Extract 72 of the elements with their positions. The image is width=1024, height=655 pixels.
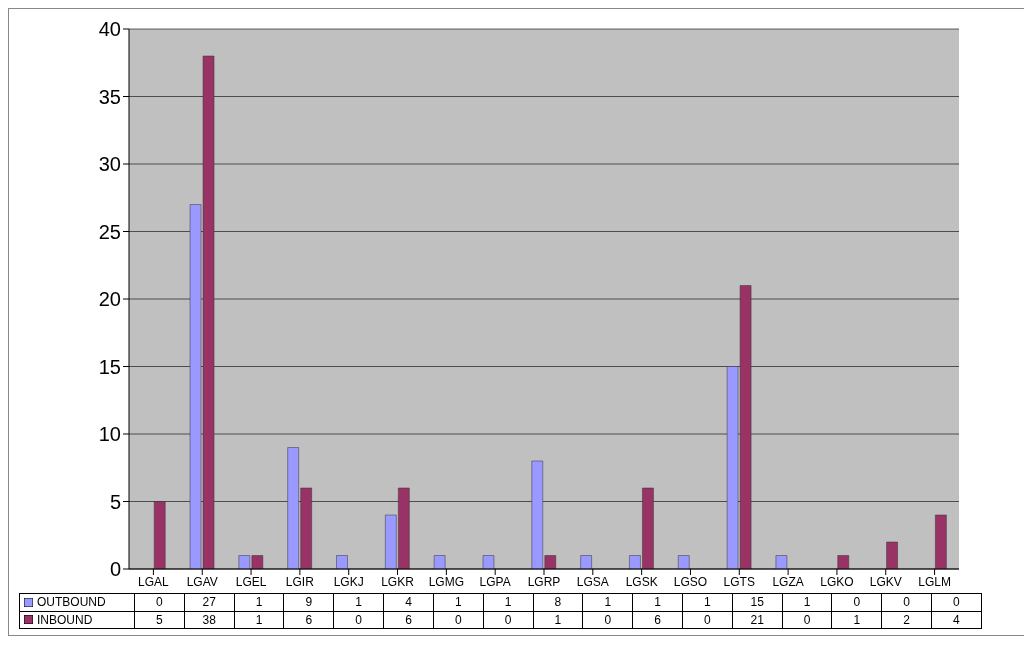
- data-label: 0: [433, 611, 484, 629]
- bar: [482, 555, 495, 569]
- x-tick-label: LGKO: [820, 574, 854, 589]
- x-tick-label: LGEL: [235, 574, 267, 589]
- data-label: 6: [383, 611, 434, 629]
- bar: [580, 555, 592, 569]
- bar: [153, 501, 166, 569]
- y-tick-label: 30: [98, 153, 121, 176]
- y-tick-label: 5: [109, 490, 121, 513]
- data-label: 1: [682, 593, 733, 611]
- y-tick-label: 40: [98, 18, 121, 41]
- bar: [678, 555, 690, 569]
- x-tick-label: LGAV: [186, 574, 218, 589]
- legend-label: OUTBOUND: [37, 595, 106, 609]
- data-label: 15: [732, 593, 783, 611]
- data-label: 0: [881, 593, 932, 611]
- data-label: 0: [134, 593, 185, 611]
- x-tick-label: LGKV: [869, 574, 902, 589]
- data-label: 0: [931, 593, 982, 611]
- data-label: 0: [682, 611, 733, 629]
- x-tick-label: LGAL: [138, 574, 170, 589]
- data-label: 0: [831, 593, 882, 611]
- y-tick-label: 15: [98, 355, 121, 378]
- bar: [433, 555, 446, 569]
- data-label: 0: [333, 611, 384, 629]
- data-label: 38: [184, 611, 235, 629]
- x-tick-label: LGSK: [625, 574, 658, 589]
- x-tick-label: LGZA: [772, 574, 804, 589]
- data-label: 21: [732, 611, 783, 629]
- data-label: 6: [632, 611, 683, 629]
- x-tick-label: LGSO: [673, 574, 708, 589]
- bar: [775, 555, 788, 569]
- data-label: 1: [234, 611, 284, 629]
- x-tick-label: LGLM: [918, 574, 951, 589]
- data-label: 1: [483, 593, 533, 611]
- data-label: 5: [134, 611, 185, 629]
- data-label: 6: [283, 611, 334, 629]
- data-label: 8: [533, 593, 583, 611]
- bar: [935, 514, 947, 569]
- data-label: 1: [234, 593, 284, 611]
- y-tick-label: 0: [109, 558, 121, 581]
- x-tick-label: LGTS: [723, 574, 755, 589]
- x-tick-label: LGMG: [428, 574, 465, 589]
- x-tick-label: LGPA: [479, 574, 511, 589]
- bar: [336, 555, 348, 569]
- y-tick-label: 25: [98, 220, 121, 243]
- x-tick-label: LGKR: [381, 574, 415, 589]
- y-tick-label: 35: [98, 85, 121, 108]
- x-tick-label: LGIR: [285, 574, 315, 589]
- data-label: 1: [582, 593, 633, 611]
- x-tick-label: LGKJ: [333, 574, 364, 589]
- data-label: 0: [782, 611, 832, 629]
- data-label: 4: [931, 611, 982, 629]
- data-label: 1: [333, 593, 384, 611]
- data-label: 1: [632, 593, 683, 611]
- data-label: 0: [582, 611, 633, 629]
- y-tick-label: 20: [98, 288, 121, 311]
- legend-label: INBOUND: [37, 612, 93, 627]
- x-tick-label: LGSA: [576, 574, 609, 589]
- x-tick-label: LGRP: [527, 574, 561, 589]
- bar: [837, 555, 849, 569]
- data-label: 1: [831, 611, 882, 629]
- data-label: 0: [483, 611, 533, 629]
- data-label: 1: [533, 611, 583, 629]
- data-label: 27: [184, 593, 235, 611]
- data-label: 1: [782, 593, 832, 611]
- data-label: 4: [383, 593, 434, 611]
- bar: [886, 541, 898, 569]
- data-label: 9: [283, 593, 334, 611]
- data-label: 1: [433, 593, 484, 611]
- y-tick-label: 10: [98, 423, 121, 446]
- data-label: 2: [881, 611, 932, 629]
